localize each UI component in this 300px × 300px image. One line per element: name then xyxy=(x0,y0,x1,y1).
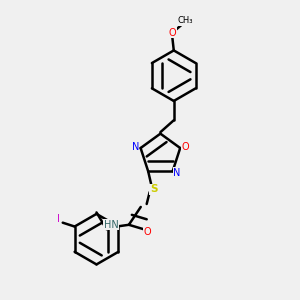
Text: O: O xyxy=(144,227,152,237)
Text: S: S xyxy=(150,184,157,194)
Text: O: O xyxy=(169,28,176,38)
Text: O: O xyxy=(182,142,189,152)
Text: I: I xyxy=(57,214,60,224)
Text: N: N xyxy=(132,142,139,152)
Text: CH₃: CH₃ xyxy=(178,16,194,25)
Text: N: N xyxy=(173,168,181,178)
Text: HN: HN xyxy=(103,220,118,230)
